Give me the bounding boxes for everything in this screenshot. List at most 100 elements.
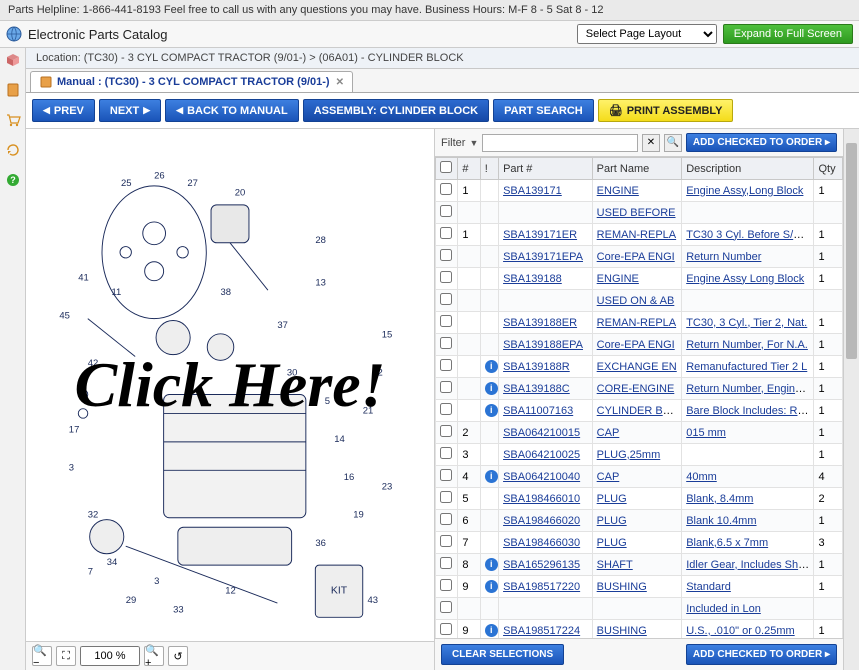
callout-37[interactable]: 37	[277, 320, 288, 331]
col-desc[interactable]: Description	[682, 158, 814, 180]
row-partno[interactable]: SBA139171EPA	[499, 246, 593, 268]
zoom-in-button[interactable]: 🔍+	[144, 646, 164, 666]
row-checkbox[interactable]	[440, 579, 452, 591]
row-partno[interactable]: SBA11007163	[499, 400, 593, 422]
row-checkbox[interactable]	[440, 293, 452, 305]
row-partno[interactable]: SBA198466020	[499, 510, 593, 532]
row-partno[interactable]: SBA139188R	[499, 356, 593, 378]
table-row[interactable]: iSBA139188CCORE-ENGINEReturn Number, Eng…	[436, 378, 843, 400]
row-partno[interactable]: SBA064210040	[499, 466, 593, 488]
table-row[interactable]: 4iSBA064210040CAP40mm4	[436, 466, 843, 488]
callout-5[interactable]: 5	[325, 396, 330, 407]
row-partname[interactable]: Core-EPA ENGI	[592, 334, 682, 356]
row-partname[interactable]: CORE-ENGINE	[592, 378, 682, 400]
row-checkbox[interactable]	[440, 227, 452, 239]
col-partname[interactable]: Part Name	[592, 158, 682, 180]
row-partno[interactable]: SBA139188ER	[499, 312, 593, 334]
table-row[interactable]: iSBA11007163CYLINDER BLOBare Block Inclu…	[436, 400, 843, 422]
row-checkbox[interactable]	[440, 601, 452, 613]
row-partname[interactable]: USED BEFORE	[592, 202, 682, 224]
row-checkbox[interactable]	[440, 381, 452, 393]
callout-27[interactable]: 27	[187, 178, 198, 189]
callout-14[interactable]: 14	[334, 434, 345, 445]
table-row[interactable]: 9iSBA198517224BUSHINGU.S., .010" or 0.25…	[436, 620, 843, 639]
row-checkbox[interactable]	[440, 623, 452, 635]
row-partname[interactable]: CAP	[592, 422, 682, 444]
callout-12[interactable]: 12	[225, 586, 236, 597]
back-to-manual-button[interactable]: BACK TO MANUAL	[165, 99, 299, 122]
row-partno[interactable]: SBA064210015	[499, 422, 593, 444]
callout-16[interactable]: 16	[344, 472, 355, 483]
table-row[interactable]: Included in Lon	[436, 598, 843, 620]
info-icon[interactable]: i	[485, 624, 498, 637]
callout-25[interactable]: 25	[121, 178, 132, 189]
row-desc[interactable]: Return Number, For N.A.	[682, 334, 814, 356]
row-checkbox[interactable]	[440, 249, 452, 261]
col-info[interactable]: !	[480, 158, 498, 180]
callout-32[interactable]: 32	[88, 510, 99, 521]
table-row[interactable]: SBA139171EPACore-EPA ENGIReturn Number1	[436, 246, 843, 268]
expand-fullscreen-button[interactable]: Expand to Full Screen	[723, 24, 853, 44]
table-row[interactable]: 8iSBA165296135SHAFTIdler Gear, Includes …	[436, 554, 843, 576]
info-icon[interactable]: i	[485, 360, 498, 373]
row-desc[interactable]	[682, 290, 814, 312]
manual-tab[interactable]: Manual : (TC30) - 3 CYL COMPACT TRACTOR …	[30, 71, 353, 92]
row-desc[interactable]: TC30, 3 Cyl., Tier 2, Nat.	[682, 312, 814, 334]
row-desc[interactable]: Standard	[682, 576, 814, 598]
row-checkbox[interactable]	[440, 535, 452, 547]
prev-button[interactable]: PREV	[32, 99, 95, 122]
row-partname[interactable]: CYLINDER BLO	[592, 400, 682, 422]
row-partno[interactable]	[499, 290, 593, 312]
row-partname[interactable]: PLUG	[592, 488, 682, 510]
row-checkbox[interactable]	[440, 337, 452, 349]
table-row[interactable]: SBA139188ERREMAN-REPLATC30, 3 Cyl., Tier…	[436, 312, 843, 334]
row-partname[interactable]: REMAN-REPLA	[592, 312, 682, 334]
row-partno[interactable]: SBA139171ER	[499, 224, 593, 246]
row-desc[interactable]: Blank 10.4mm	[682, 510, 814, 532]
row-desc[interactable]: Blank,6.5 x 7mm	[682, 532, 814, 554]
col-partno[interactable]: Part #	[499, 158, 593, 180]
callout-42[interactable]: 42	[88, 358, 99, 369]
row-desc[interactable]: 015 mm	[682, 422, 814, 444]
table-row[interactable]: 1SBA139171ENGINEEngine Assy,Long Block1	[436, 180, 843, 202]
table-row[interactable]: SBA139188EPACore-EPA ENGIReturn Number, …	[436, 334, 843, 356]
callout-7[interactable]: 7	[88, 567, 93, 578]
zoom-fit-button[interactable]: ⛶	[56, 646, 76, 666]
row-desc[interactable]: U.S., .010" or 0.25mm	[682, 620, 814, 639]
row-checkbox[interactable]	[440, 315, 452, 327]
row-partno[interactable]	[499, 598, 593, 620]
row-desc[interactable]: TC30 3 Cyl. Before S/N H	[682, 224, 814, 246]
table-row[interactable]: 9iSBA198517220BUSHINGStandard1	[436, 576, 843, 598]
callout-17[interactable]: 17	[69, 424, 80, 435]
help-icon[interactable]: ?	[5, 172, 21, 188]
add-checked-top-button[interactable]: ADD CHECKED TO ORDER ▸	[686, 133, 837, 152]
callout-30[interactable]: 30	[287, 368, 298, 379]
row-desc[interactable]: Return Number	[682, 246, 814, 268]
zoom-reset-button[interactable]: ↺	[168, 646, 188, 666]
row-checkbox[interactable]	[440, 205, 452, 217]
row-desc[interactable]	[682, 202, 814, 224]
row-partname[interactable]: Core-EPA ENGI	[592, 246, 682, 268]
row-partname[interactable]: BUSHING	[592, 620, 682, 639]
filter-search-icon[interactable]: 🔍	[664, 134, 682, 152]
callout-21[interactable]: 21	[363, 405, 374, 416]
table-row[interactable]: USED ON & AB	[436, 290, 843, 312]
row-partname[interactable]: PLUG	[592, 510, 682, 532]
filter-input[interactable]	[482, 134, 638, 152]
box-icon[interactable]	[5, 52, 21, 68]
clear-selections-button[interactable]: CLEAR SELECTIONS	[441, 644, 564, 665]
print-assembly-button[interactable]: 🖨 PRINT ASSEMBLY	[598, 99, 734, 122]
callout-29[interactable]: 29	[126, 595, 137, 606]
callout-34[interactable]: 34	[107, 557, 118, 568]
page-layout-select[interactable]: Select Page Layout	[577, 24, 717, 44]
col-check[interactable]	[436, 158, 458, 180]
callout-38[interactable]: 38	[221, 287, 232, 298]
row-partno[interactable]	[499, 202, 593, 224]
row-partname[interactable]: REMAN-REPLA	[592, 224, 682, 246]
row-partno[interactable]: SBA198466010	[499, 488, 593, 510]
row-partname[interactable]: BUSHING	[592, 576, 682, 598]
callout-45[interactable]: 45	[59, 311, 70, 322]
table-row[interactable]: iSBA139188REXCHANGE ENRemanufactured Tie…	[436, 356, 843, 378]
row-partno[interactable]: SBA139188EPA	[499, 334, 593, 356]
table-row[interactable]: 6SBA198466020PLUGBlank 10.4mm1	[436, 510, 843, 532]
